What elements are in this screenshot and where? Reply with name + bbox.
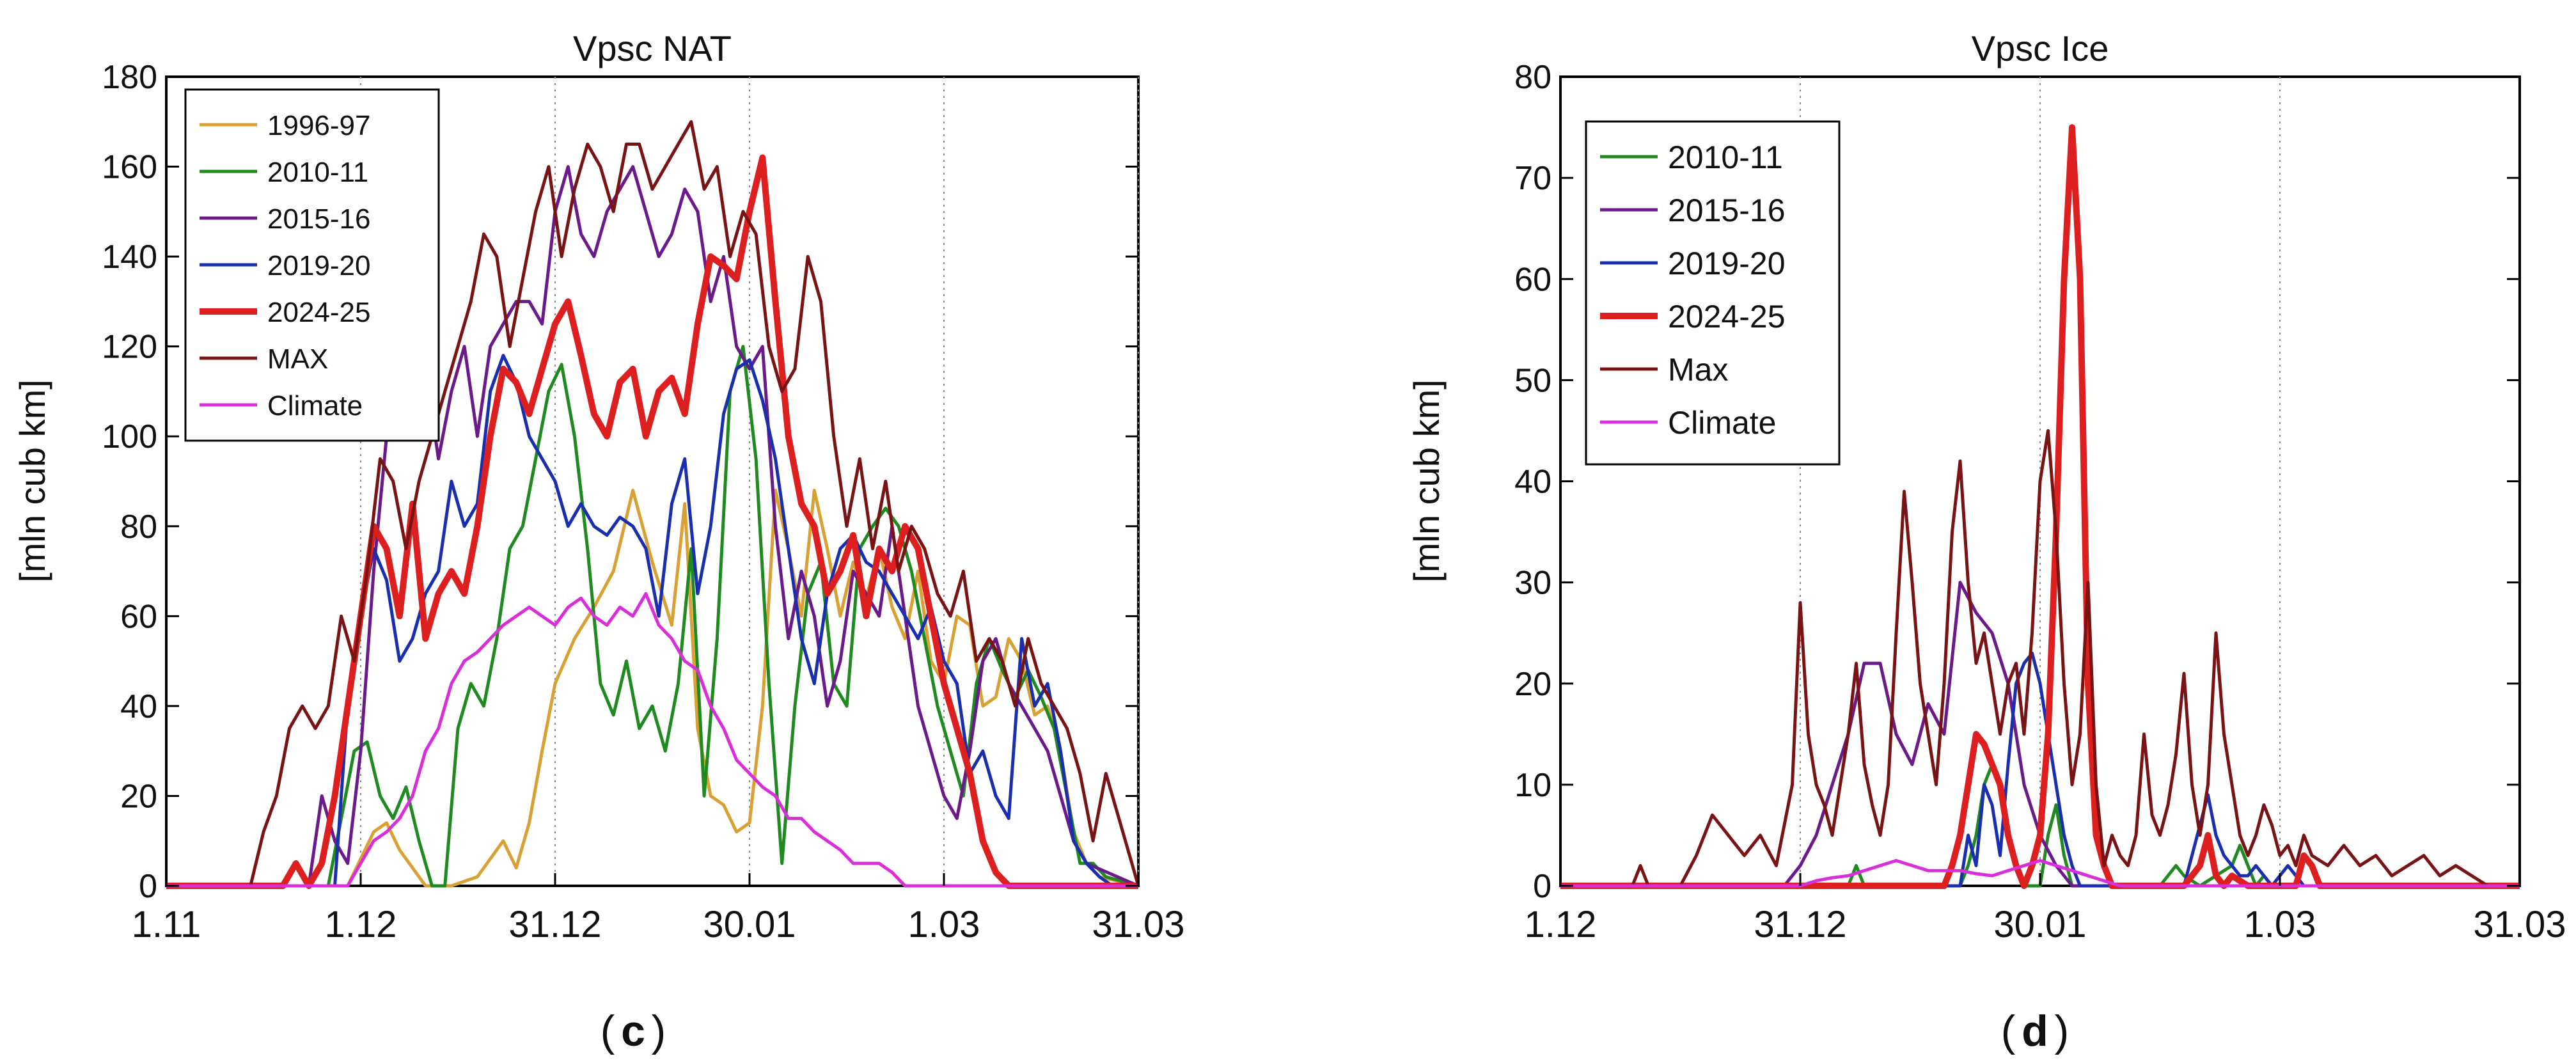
y-axis-ticks: 0 20 40 60 80 100 120 140 160 180 bbox=[102, 59, 1138, 905]
panel-label-c: ( c ) bbox=[601, 1007, 666, 1055]
series-line-climate bbox=[1560, 859, 2520, 888]
y-tick-label: 60 bbox=[1514, 261, 1551, 298]
panel-paren-open: ( bbox=[2001, 1007, 2016, 1055]
series-line-2010-11 bbox=[166, 345, 1139, 888]
x-axis-ticks: 1.11 1.12 31.12 30.01 1.03 31.03 bbox=[132, 873, 1185, 945]
y-tick-label: 20 bbox=[1514, 666, 1551, 703]
panel-letter: d bbox=[2022, 1007, 2048, 1055]
series-line-1996-97 bbox=[166, 489, 1139, 888]
y-tick-label: 30 bbox=[1514, 565, 1551, 602]
legend-entry: 2010-11 bbox=[1668, 139, 1783, 175]
chart-vpsc-nat: 0 20 40 60 80 100 120 140 160 180 1.11 1.12 31.12 30… bbox=[12, 28, 1185, 945]
series-line-max bbox=[1560, 429, 2520, 888]
y-tick-label: 120 bbox=[102, 329, 157, 366]
y-tick-label: 0 bbox=[1533, 868, 1551, 905]
y-tick-label: 160 bbox=[102, 149, 157, 186]
y-tick-label: 40 bbox=[1514, 464, 1551, 501]
x-tick-label: 31.03 bbox=[2473, 904, 2566, 945]
panel-label-d: ( d ) bbox=[2001, 1007, 2069, 1055]
chart-vpsc-ice: 0 10 20 30 40 50 60 70 80 1.12 31.12 30.01 1.03 31.0… bbox=[1406, 28, 2566, 945]
chart-title: Vpsc Ice bbox=[1972, 28, 2109, 68]
y-tick-label: 70 bbox=[1514, 160, 1551, 197]
x-tick-label: 30.01 bbox=[1993, 904, 2086, 945]
y-tick-label: 60 bbox=[120, 598, 157, 635]
x-axis-ticks: 1.12 31.12 30.01 1.03 31.03 bbox=[1525, 873, 2566, 945]
legend-entry: 2015-16 bbox=[267, 203, 370, 235]
legend: 1996-97 2010-11 2015-16 2019-20 2024-25 MAX Cl… bbox=[184, 88, 440, 442]
x-tick-label: 1.11 bbox=[132, 904, 201, 945]
chart-title: Vpsc NAT bbox=[573, 28, 732, 68]
y-tick-label: 50 bbox=[1514, 362, 1551, 399]
series-line-max bbox=[166, 120, 1140, 888]
y-tick-label: 140 bbox=[102, 239, 157, 276]
legend-box bbox=[1585, 120, 1841, 466]
y-tick-label: 80 bbox=[120, 508, 157, 546]
y-tick-label: 100 bbox=[102, 418, 157, 455]
x-tick-label: 1.12 bbox=[325, 904, 397, 945]
legend-entry: 2024-25 bbox=[267, 297, 370, 328]
series-line-2019-20 bbox=[166, 354, 1138, 888]
panel-paren-open: ( bbox=[601, 1007, 615, 1055]
x-tick-label: 31.12 bbox=[1754, 904, 1846, 945]
legend-entry: 2015-16 bbox=[1668, 193, 1786, 228]
y-tick-label: 0 bbox=[139, 868, 157, 905]
x-tick-label: 30.01 bbox=[703, 904, 796, 945]
panel-letter: c bbox=[621, 1007, 645, 1055]
y-axis-label: [mln cub km] bbox=[12, 379, 52, 582]
x-tick-label: 31.12 bbox=[508, 904, 601, 945]
y-tick-label: 80 bbox=[1514, 59, 1551, 96]
legend-entry: 1996-97 bbox=[267, 110, 370, 141]
legend-entry: Climate bbox=[267, 390, 363, 421]
y-tick-label: 20 bbox=[120, 778, 157, 815]
legend-entry: MAX bbox=[267, 343, 328, 375]
series-layer bbox=[1560, 124, 2520, 889]
series-line-climate bbox=[166, 592, 1138, 888]
y-axis-ticks: 0 10 20 30 40 50 60 70 80 bbox=[1514, 59, 2520, 905]
legend-entry: 2019-20 bbox=[267, 250, 370, 281]
y-tick-label: 40 bbox=[120, 688, 157, 725]
legend-entry: 2010-11 bbox=[267, 157, 368, 188]
legend-entry: Climate bbox=[1668, 405, 1776, 441]
legend-entry: 2019-20 bbox=[1668, 246, 1786, 281]
series-line-2010-11 bbox=[1560, 762, 2520, 888]
y-tick-label: 10 bbox=[1514, 767, 1551, 804]
y-tick-label: 180 bbox=[102, 59, 157, 96]
x-tick-label: 31.03 bbox=[1092, 904, 1184, 945]
panel-paren-close: ) bbox=[652, 1007, 666, 1055]
legend-entry: 2024-25 bbox=[1668, 299, 1786, 335]
x-tick-label: 1.03 bbox=[2244, 904, 2316, 945]
series-line-2024-25 bbox=[1560, 124, 2520, 889]
y-axis-label: [mln cub km] bbox=[1406, 379, 1447, 582]
panel-paren-close: ) bbox=[2055, 1007, 2069, 1055]
legend: 2010-11 2015-16 2019-20 2024-25 Max Climate bbox=[1585, 120, 1841, 466]
x-tick-label: 1.12 bbox=[1525, 904, 1597, 945]
legend-entry: Max bbox=[1668, 352, 1728, 388]
x-tick-label: 1.03 bbox=[908, 904, 980, 945]
